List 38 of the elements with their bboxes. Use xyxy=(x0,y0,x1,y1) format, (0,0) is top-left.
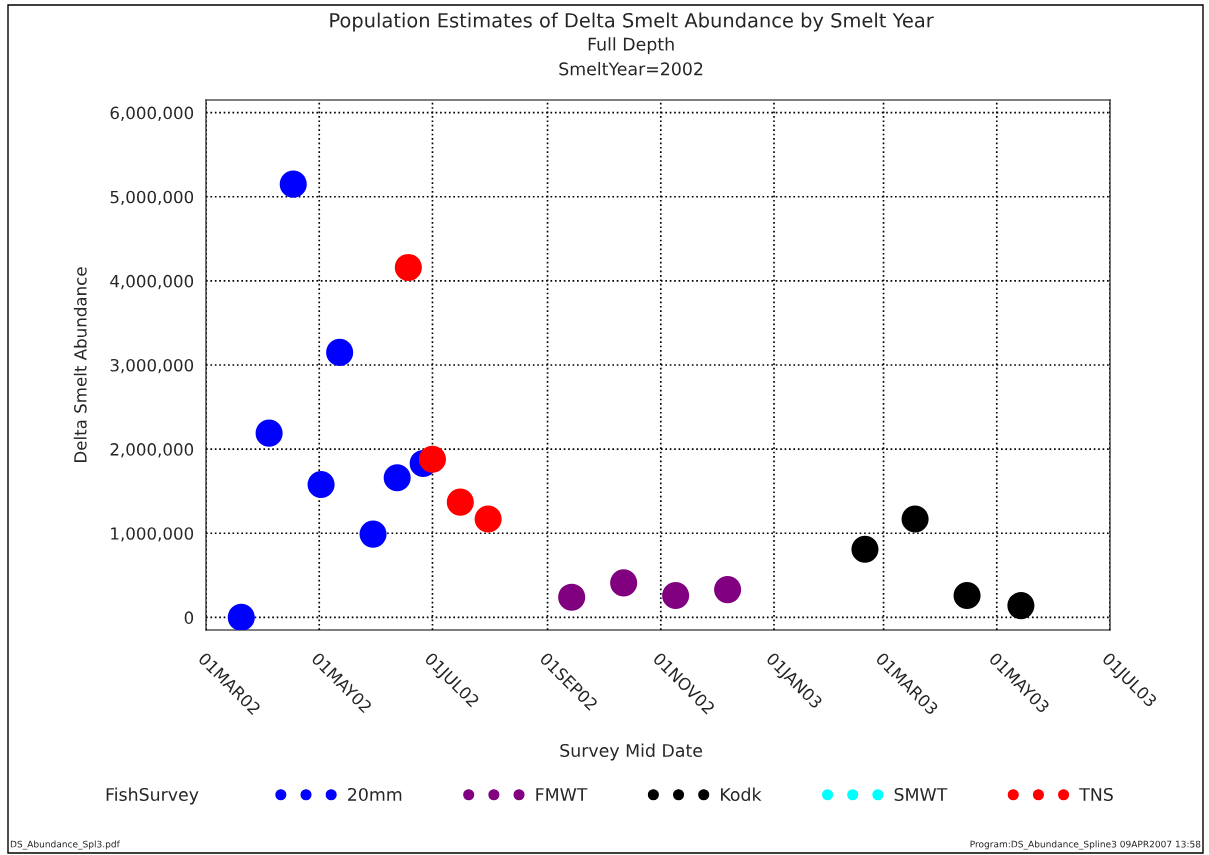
y-axis-title: Delta Smelt Abundance xyxy=(73,267,87,462)
y-tick-label: 4,000,000 xyxy=(110,274,194,290)
legend-title: FishSurvey xyxy=(106,787,199,805)
y-tick-label: 0 xyxy=(184,611,194,624)
point xyxy=(227,603,255,630)
point xyxy=(418,445,446,473)
point xyxy=(383,464,411,492)
y-tick-label: 1,000,000 xyxy=(111,527,194,542)
point xyxy=(255,419,283,447)
x-axis-title: Survey Mid Date xyxy=(560,743,703,761)
point xyxy=(662,581,690,610)
point xyxy=(394,253,422,281)
text: Program:DS_Abundance_Spline3 09APR2007 13:58 xyxy=(970,840,1201,850)
point xyxy=(1007,592,1035,620)
y-tick-label: 2,000,000 xyxy=(110,443,194,458)
y-tick-label: 5,000,000 xyxy=(110,190,194,206)
legend-label: FMWT xyxy=(536,788,588,801)
point xyxy=(326,338,354,366)
legend-label: 20mm xyxy=(348,787,402,802)
point xyxy=(446,488,474,516)
point xyxy=(714,576,742,604)
chart-title: Population Estimates of Delta Smelt Abundance by Smelt Year xyxy=(330,12,934,32)
point xyxy=(953,581,981,610)
point xyxy=(359,520,387,548)
y-tick-label: 6,000,000 xyxy=(110,106,194,121)
legend-label: SMWT xyxy=(894,787,948,802)
chart-subtitle: Full Depth SmeltYear=2002 xyxy=(559,37,703,76)
point xyxy=(901,505,929,533)
y-tick-label: 3,000,000 xyxy=(110,358,194,374)
text: DS_Abundance_Spl3.pdf xyxy=(10,840,120,850)
point xyxy=(279,170,307,198)
point xyxy=(851,535,879,563)
legend-label: TNS xyxy=(1079,787,1113,802)
point xyxy=(474,505,502,533)
legend-label: Kodk xyxy=(721,787,762,802)
point xyxy=(307,470,335,498)
point xyxy=(610,569,638,597)
point xyxy=(558,583,586,611)
